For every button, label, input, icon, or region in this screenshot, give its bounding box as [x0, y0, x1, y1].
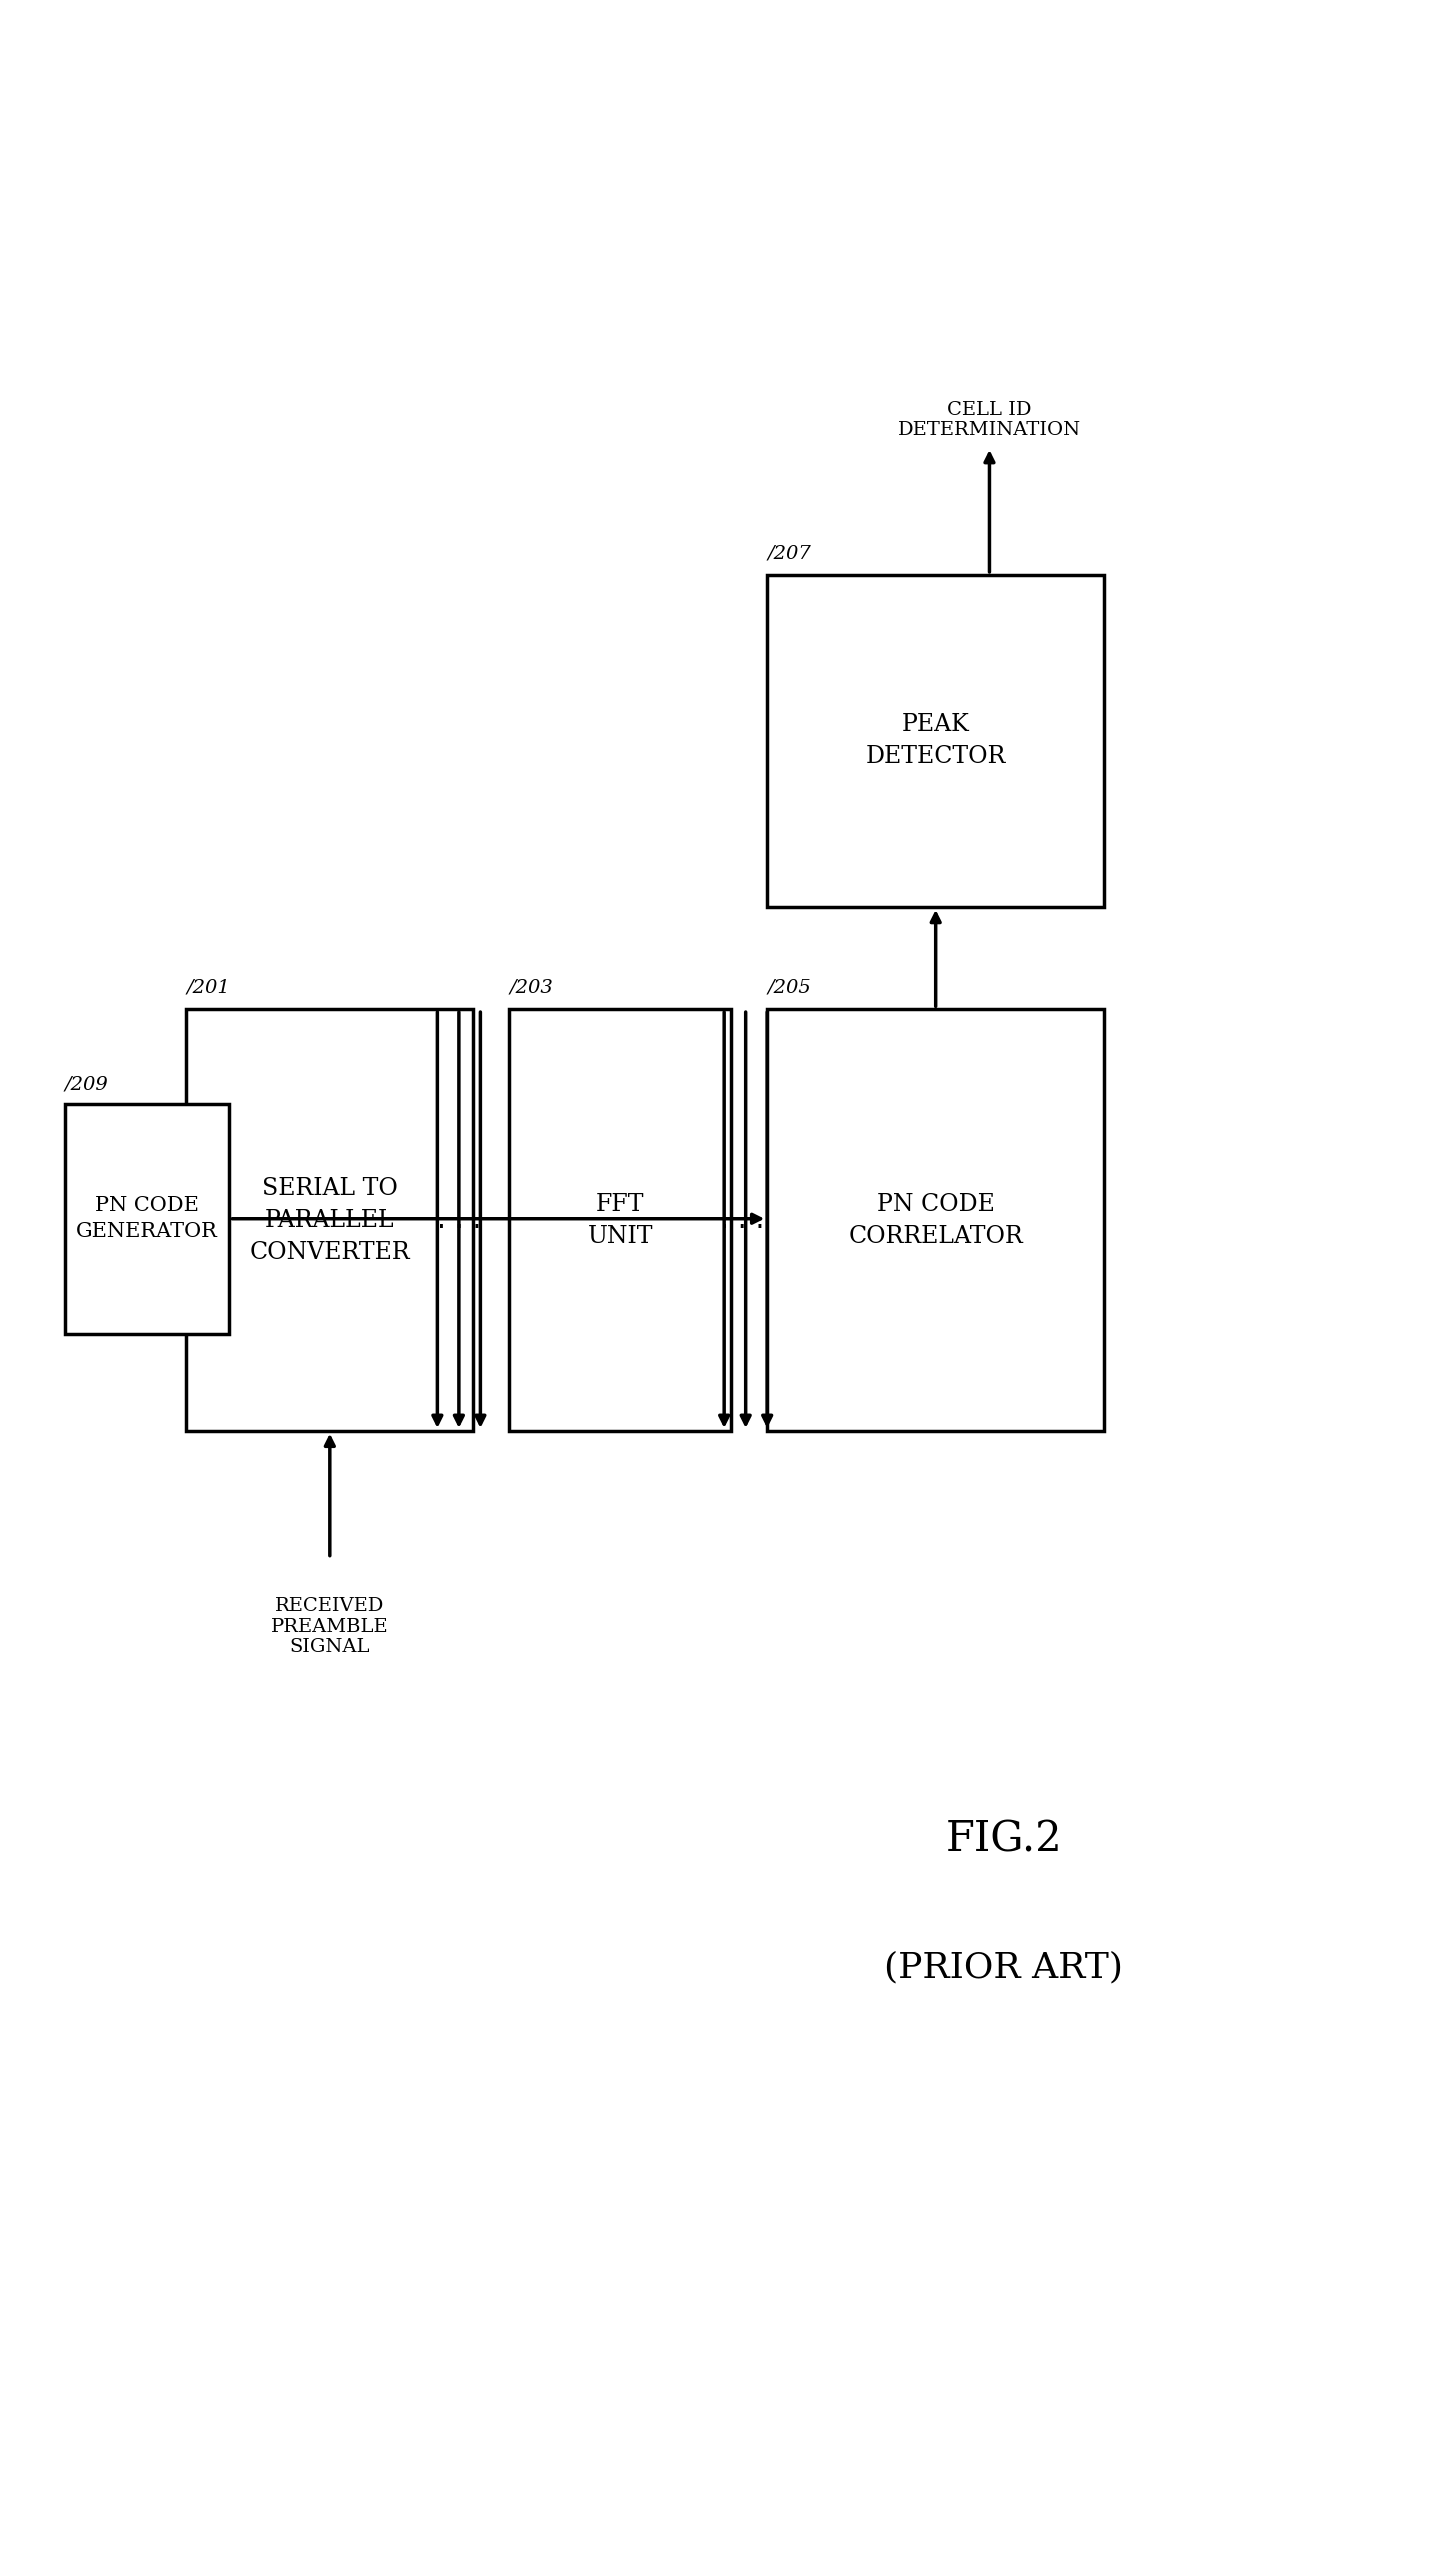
- Text: /209: /209: [65, 1076, 109, 1094]
- Text: FFT
UNIT: FFT UNIT: [588, 1193, 652, 1247]
- Text: SERIAL TO
PARALLEL
CONVERTER: SERIAL TO PARALLEL CONVERTER: [250, 1175, 410, 1265]
- Text: FIG.2: FIG.2: [945, 1819, 1063, 1860]
- Bar: [509, 1009, 731, 1431]
- Bar: [767, 1009, 1104, 1431]
- Text: /205: /205: [767, 979, 812, 996]
- Text: CELL ID
DETERMINATION: CELL ID DETERMINATION: [898, 401, 1081, 439]
- Text: (PRIOR ART): (PRIOR ART): [885, 1949, 1123, 1985]
- Text: /207: /207: [767, 544, 812, 562]
- Text: . . .: . . .: [720, 1206, 764, 1234]
- Text: PN CODE
CORRELATOR: PN CODE CORRELATOR: [849, 1193, 1022, 1247]
- Bar: [767, 575, 1104, 907]
- Text: PEAK
DETECTOR: PEAK DETECTOR: [866, 713, 1005, 769]
- Text: . . .: . . .: [437, 1206, 480, 1234]
- Bar: [186, 1009, 473, 1431]
- Text: /203: /203: [509, 979, 554, 996]
- Bar: [65, 1104, 229, 1334]
- Text: PN CODE
GENERATOR: PN CODE GENERATOR: [76, 1196, 218, 1242]
- Text: /201: /201: [186, 979, 231, 996]
- Text: RECEIVED
PREAMBLE
SIGNAL: RECEIVED PREAMBLE SIGNAL: [271, 1597, 389, 1656]
